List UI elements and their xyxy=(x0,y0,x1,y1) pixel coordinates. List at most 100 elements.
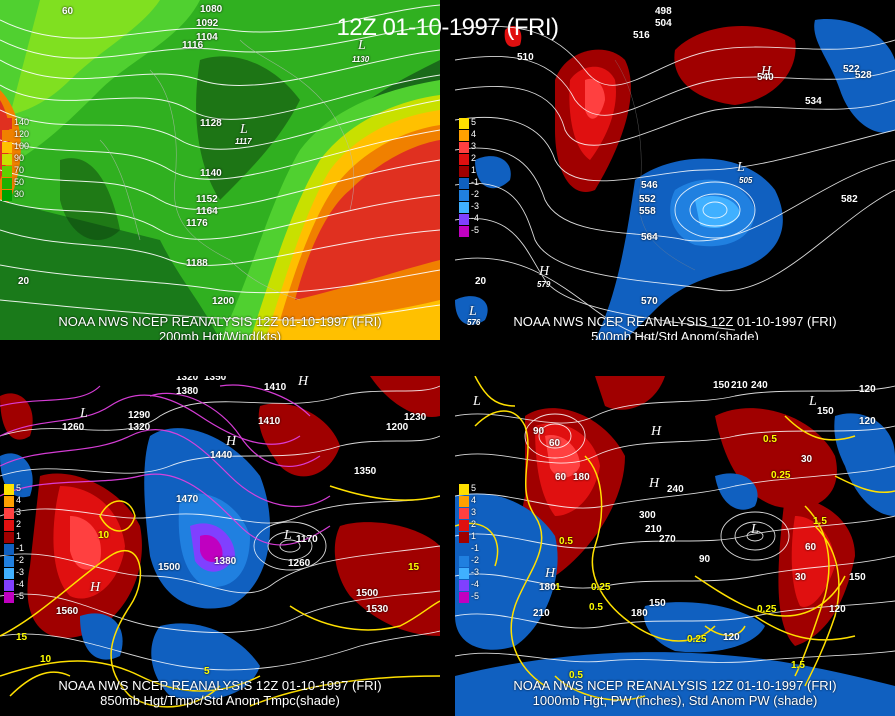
legend-label: -5 xyxy=(471,591,480,601)
panel-500mb: 5 4 3 2 1 -1 -2 -3 -4 -5 498 504 516 510 528 522 … xyxy=(455,0,895,340)
legend-label: -1 xyxy=(16,543,25,553)
legend-label: -2 xyxy=(471,555,480,565)
pw-label: 1.5 xyxy=(813,516,827,527)
contour-label: 1380 xyxy=(214,556,237,567)
map-850mb xyxy=(0,376,440,716)
contour-label: 240 xyxy=(751,380,768,391)
contour-label: 1320 xyxy=(176,376,199,383)
high-marker: H xyxy=(651,424,662,439)
legend-swatch: -4 xyxy=(459,579,479,591)
legend-swatch: -5 xyxy=(459,225,479,237)
panel-850mb: 5 4 3 2 1 -1 -2 -3 -4 -5 1320 1350 1380 1410 H 12… xyxy=(0,376,440,716)
contour-label: 546 xyxy=(641,180,658,191)
legend-swatch: -2 xyxy=(459,555,479,567)
contour-label: 60 xyxy=(555,472,567,483)
legend-label: 5 xyxy=(471,483,477,493)
legend-label: 2 xyxy=(471,153,477,163)
panel-caption: NOAA NWS NCEP REANALYSIS 12Z 01-10-1997 … xyxy=(455,678,895,708)
contour-label: 270 xyxy=(659,534,676,545)
legend-swatch: 5 xyxy=(459,483,476,495)
low-marker: L xyxy=(473,394,481,409)
caption-field: 850mb Hgt/Tmpc/Std Anom Tmpc(shade) xyxy=(100,693,340,708)
legend-label: 1 xyxy=(16,531,22,541)
legend-label: 5 xyxy=(16,483,22,493)
legend-label: 4 xyxy=(471,129,477,139)
contour-label: 150 xyxy=(713,380,730,391)
contour-label: 150 xyxy=(817,406,834,417)
contour-label: 1500 xyxy=(356,588,379,599)
contour-label: 558 xyxy=(639,206,656,217)
contour-label: 60 xyxy=(549,438,561,449)
anom-legend: 5 4 3 2 1 -1 -2 -3 -4 -5 xyxy=(459,117,479,238)
caption-field: 1000mb Hgt, PW (inches), Std Anom PW (sh… xyxy=(532,693,818,708)
contour-label: 1170 xyxy=(296,534,318,545)
pw-label: 0.5 xyxy=(569,670,583,681)
contour-label: 576 xyxy=(467,318,481,327)
contour-label: 1152 xyxy=(196,194,218,205)
contour-label: 1230 xyxy=(404,412,427,423)
legend-label: 4 xyxy=(471,495,477,505)
legend-label: 30 xyxy=(14,189,25,199)
low-marker: L xyxy=(240,122,248,137)
contour-label: 1080 xyxy=(200,4,223,15)
temp-label: 15 xyxy=(16,632,28,643)
legend-swatch: -1 xyxy=(459,543,479,555)
high-marker: H xyxy=(761,64,772,79)
contour-label: 90 xyxy=(699,554,711,565)
legend-label: -1 xyxy=(471,177,480,187)
panel-200mb: 140 120 100 90 70 50 30 60 1080 1092 1104 1116… xyxy=(0,0,440,340)
map-1000mb xyxy=(455,376,895,716)
temp-label: 10 xyxy=(40,654,52,665)
contour-label: 1440 xyxy=(210,450,233,461)
contour-label: 1410 xyxy=(258,416,281,427)
legend-swatch: 30 xyxy=(2,189,24,201)
contour-label: 210 xyxy=(731,380,748,391)
panel-1000mb: 5 4 3 2 1 -1 -2 -3 -4 -5 150 210 240 L L 120 150 … xyxy=(455,376,895,716)
contour-label: 150 xyxy=(649,598,666,609)
caption-field: 200mb Hgt/Wind(kts) xyxy=(158,329,282,340)
legend-label: -2 xyxy=(471,189,480,199)
contour-label: 20 xyxy=(18,276,30,287)
contour-label: 1410 xyxy=(264,382,287,393)
legend-swatch: 100 xyxy=(2,141,29,153)
contour-label: 1320 xyxy=(128,422,151,433)
contour-label: 180 xyxy=(573,472,590,483)
low-marker: L xyxy=(80,406,88,421)
contour-label: 1200 xyxy=(386,422,409,433)
contour-label: 1128 xyxy=(200,118,222,129)
legend-swatch: -3 xyxy=(459,201,479,213)
contour-label: 498 xyxy=(655,6,672,17)
legend-swatch: -2 xyxy=(459,189,479,201)
contour-label: 120 xyxy=(859,384,876,395)
legend-swatch: 1 xyxy=(459,165,476,177)
contour-label: 510 xyxy=(517,52,534,63)
contour-label: 1176 xyxy=(186,218,208,229)
legend-label: -2 xyxy=(16,555,25,565)
contour-label: 1560 xyxy=(56,606,79,617)
legend-label: 50 xyxy=(14,177,25,187)
legend-swatch: -5 xyxy=(4,591,24,603)
legend-swatch: 1 xyxy=(459,531,476,543)
legend-swatch: 2 xyxy=(4,519,21,531)
legend-label: -1 xyxy=(471,543,480,553)
contour-label: 516 xyxy=(633,30,650,41)
caption-source: NOAA NWS NCEP REANALYSIS 12Z 01-10-1997 … xyxy=(58,314,382,329)
caption-field: 500mb Hgt/Std Anom(shade) xyxy=(591,329,759,340)
legend-swatch: -1 xyxy=(4,543,24,555)
contour-label: 1116 xyxy=(182,40,204,51)
contour-label: 300 xyxy=(639,510,656,521)
contour-label: 579 xyxy=(537,280,551,289)
high-marker: H xyxy=(226,434,237,449)
contour-label: 552 xyxy=(639,194,656,205)
caption-source: NOAA NWS NCEP REANALYSIS 12Z 01-10-1997 … xyxy=(513,678,837,693)
low-marker: L xyxy=(358,38,366,53)
legend-label: 2 xyxy=(471,519,477,529)
legend-swatch: 3 xyxy=(459,141,476,153)
legend-label: 100 xyxy=(14,141,30,151)
contour-label: 120 xyxy=(829,604,846,615)
legend-swatch: 2 xyxy=(459,153,476,165)
legend-swatch: 3 xyxy=(4,507,21,519)
contour-label: 1470 xyxy=(176,494,199,505)
legend-swatch: 120 xyxy=(2,129,29,141)
legend-swatch: 5 xyxy=(4,483,21,495)
